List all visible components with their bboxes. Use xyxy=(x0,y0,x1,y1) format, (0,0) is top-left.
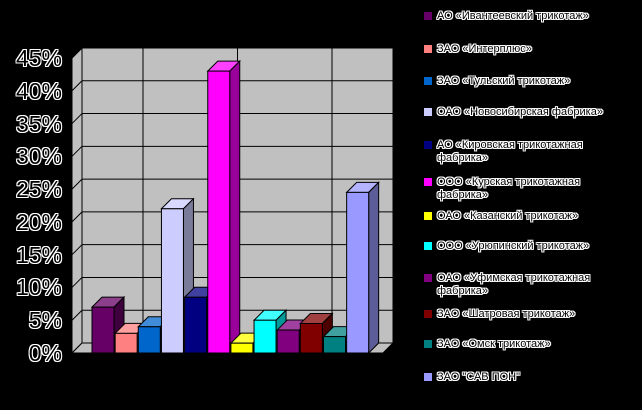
bar-side xyxy=(368,181,380,355)
legend-item: ЗАО "САВ ПОН" xyxy=(424,371,520,384)
y-axis-label: 5% xyxy=(28,307,62,334)
bar xyxy=(91,306,115,354)
y-axis-tick xyxy=(71,211,83,223)
y-axis-tick xyxy=(71,178,83,190)
legend-marker xyxy=(424,373,432,381)
legend-item: ОАО «Казанский трикотаж» xyxy=(424,210,578,223)
legend-item: ОАО «Новосибирская фабрика» xyxy=(424,106,603,119)
legend-marker xyxy=(424,242,432,250)
y-axis-label: 25% xyxy=(15,176,62,203)
legend-marker xyxy=(424,77,432,85)
legend-item: АО «Кировская трикотажная фабрика» xyxy=(424,139,615,165)
y-axis-label: 0% xyxy=(28,340,62,366)
legend-item: ЗАО «Омск трикотаж» xyxy=(424,338,551,351)
bar xyxy=(253,319,277,354)
bar xyxy=(137,326,161,354)
bar xyxy=(184,296,208,354)
y-axis-tick xyxy=(71,113,83,124)
bar xyxy=(346,191,370,354)
legend-marker xyxy=(424,310,432,318)
bar xyxy=(230,342,254,354)
y-axis-label: 10% xyxy=(15,274,62,301)
legend: АО «Ивантеевский трикотаж» ЗАО «Интерплюс… xyxy=(424,0,639,410)
legend-marker xyxy=(424,141,432,149)
legend-marker xyxy=(424,178,432,186)
y-axis-label: 30% xyxy=(15,143,62,170)
y-axis-label: 35% xyxy=(15,110,62,137)
legend-marker xyxy=(424,212,432,220)
legend-label: ООО «Урюпинский трикотаж» xyxy=(437,240,590,252)
legend-item: ООО «Урюпинский трикотаж» xyxy=(424,240,589,253)
legend-marker xyxy=(424,45,432,53)
legend-item: ЗАО «Интерплюс» xyxy=(424,43,532,56)
y-axis-tick xyxy=(71,145,83,157)
legend-label: ООО «Курская трикотажная фабрика» xyxy=(437,176,581,201)
legend-item: ЗАО «Тульский трикотаж» xyxy=(424,75,570,88)
legend-label: ЗАО «Тульский трикотаж» xyxy=(437,75,571,87)
legend-marker xyxy=(424,108,432,116)
legend-item: ООО «Курская трикотажная фабрика» xyxy=(424,176,615,202)
bar xyxy=(160,208,184,354)
bar xyxy=(114,332,138,354)
y-axis-label: 20% xyxy=(15,208,62,235)
side-wall xyxy=(71,46,83,355)
legend-label: ОАО «Уфимская трикотажная фабрика» xyxy=(437,272,591,297)
legend-label: АО «Кировская трикотажная фабрика» xyxy=(437,139,583,164)
legend-item: ЗАО «Шатровая трикотаж» xyxy=(424,308,575,321)
legend-label: ОАО «Новосибирская фабрика» xyxy=(437,106,603,118)
legend-label: АО «Ивантеевский трикотаж» xyxy=(437,10,589,22)
y-axis-tick xyxy=(71,80,83,92)
legend-item: АО «Ивантеевский трикотаж» xyxy=(424,10,589,23)
y-axis-tick xyxy=(71,244,83,256)
y-axis-tick xyxy=(71,47,83,59)
legend-label: ЗАО «Шатровая трикотаж» xyxy=(437,308,576,320)
legend-marker xyxy=(424,12,432,20)
bar xyxy=(276,329,300,354)
legend-marker xyxy=(424,274,432,282)
bar xyxy=(207,70,231,354)
legend-label: ОАО «Казанский трикотаж» xyxy=(437,210,579,222)
legend-marker xyxy=(424,340,432,348)
legend-item: ОАО «Уфимская трикотажная фабрика» xyxy=(424,272,615,298)
bar xyxy=(323,336,346,354)
y-axis-tick xyxy=(71,309,83,321)
legend-label: ЗАО "САВ ПОН" xyxy=(437,371,520,383)
y-axis-tick xyxy=(71,277,83,288)
bar xyxy=(299,323,323,354)
legend-label: ЗАО «Интерплюс» xyxy=(437,43,532,55)
y-axis-label: 45% xyxy=(15,45,62,71)
bar-side xyxy=(229,59,241,355)
y-axis-label: 40% xyxy=(15,77,62,104)
y-axis-label: 15% xyxy=(15,241,62,268)
legend-label: ЗАО «Омск трикотаж» xyxy=(437,338,551,350)
